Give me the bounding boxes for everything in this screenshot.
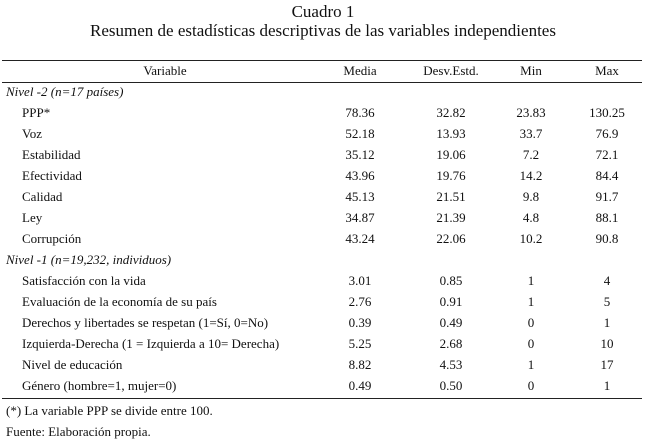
cell-variable: Nivel de educación [22, 357, 123, 372]
cell-max: 72.1 [595, 147, 619, 162]
cell-min: 9.8 [522, 189, 540, 204]
cell-min: 1 [527, 273, 535, 288]
top-rule [2, 60, 642, 61]
cell-media: 78.36 [345, 105, 375, 120]
table-row: Efectividad 43.96 19.76 14.2 84.4 [0, 165, 646, 186]
cell-desv: 21.51 [436, 189, 466, 204]
cell-desv: 19.06 [436, 147, 466, 162]
footnote: (*) La variable PPP se divide entre 100. [6, 403, 213, 418]
cell-min: 0 [527, 315, 535, 330]
cell-min: 4.8 [522, 210, 540, 225]
cell-max: 76.9 [595, 126, 619, 141]
group-label-nivel-1: Nivel -1 (n=19,232, individuos) [6, 252, 172, 267]
cell-max: 5 [603, 294, 611, 309]
header-variable: Variable [143, 63, 187, 78]
cell-variable: Calidad [22, 189, 63, 204]
header-desv: Desv.Estd. [423, 63, 479, 78]
cell-media: 34.87 [345, 210, 375, 225]
header-min: Min [520, 63, 542, 78]
header-max: Max [595, 63, 619, 78]
table-row: Izquierda-Derecha (1 = Izquierda a 10= D… [0, 333, 646, 354]
cell-media: 43.96 [345, 168, 375, 183]
cell-min: 33.7 [519, 126, 543, 141]
cell-variable: Derechos y libertades se respetan (1=Sí,… [22, 315, 269, 330]
cell-media: 8.82 [348, 357, 372, 372]
cell-media: 2.76 [348, 294, 372, 309]
cell-variable: Estabilidad [22, 147, 81, 162]
table-header: Variable Media Desv.Estd. Min Max [0, 60, 646, 81]
table-row: Género (hombre=1, mujer=0) 0.49 0.50 0 1 [0, 375, 646, 396]
source-note: Fuente: Elaboración propia. [6, 424, 151, 439]
cell-variable: PPP* [22, 105, 51, 120]
cell-desv: 32.82 [436, 105, 466, 120]
cell-max: 130.25 [589, 105, 625, 120]
cell-media: 3.01 [348, 273, 372, 288]
cell-desv: 22.06 [436, 231, 466, 246]
cell-desv: 19.76 [436, 168, 466, 183]
cell-max: 10 [600, 336, 614, 351]
cell-desv: 13.93 [436, 126, 466, 141]
cell-media: 43.24 [345, 231, 375, 246]
header-rule [2, 82, 642, 83]
cell-variable: Izquierda-Derecha (1 = Izquierda a 10= D… [22, 336, 280, 351]
table-row: Estabilidad 35.12 19.06 7.2 72.1 [0, 144, 646, 165]
cell-desv: 0.91 [439, 294, 463, 309]
cell-variable: Evaluación de la economía de su país [22, 294, 217, 309]
table-row: Satisfacción con la vida 3.01 0.85 1 4 [0, 270, 646, 291]
cell-min: 1 [527, 294, 535, 309]
cell-min: 7.2 [522, 147, 540, 162]
cell-variable: Efectividad [22, 168, 82, 183]
cell-desv: 4.53 [439, 357, 463, 372]
cell-max: 84.4 [595, 168, 619, 183]
cell-desv: 2.68 [439, 336, 463, 351]
table-row: Evaluación de la economía de su país 2.7… [0, 291, 646, 312]
table-row: Derechos y libertades se respetan (1=Sí,… [0, 312, 646, 333]
table-number: Cuadro 1 [291, 2, 355, 21]
cell-media: 52.18 [345, 126, 375, 141]
cell-media: 5.25 [348, 336, 372, 351]
cell-desv: 0.49 [439, 315, 463, 330]
cell-max: 4 [603, 273, 611, 288]
table-title: Resumen de estadísticas descriptivas de … [90, 21, 556, 40]
cell-min: 1 [527, 357, 535, 372]
cell-media: 0.39 [348, 315, 372, 330]
cell-variable: Corrupción [22, 231, 82, 246]
cell-desv: 21.39 [436, 210, 466, 225]
cell-max: 91.7 [595, 189, 619, 204]
table-row: Nivel de educación 8.82 4.53 1 17 [0, 354, 646, 375]
cell-max: 90.8 [595, 231, 619, 246]
group-label-nivel-2: Nivel -2 (n=17 países) [6, 84, 124, 99]
cell-variable: Satisfacción con la vida [22, 273, 146, 288]
table-row: Ley 34.87 21.39 4.8 88.1 [0, 207, 646, 228]
cell-desv: 0.85 [439, 273, 463, 288]
cell-desv: 0.50 [439, 378, 463, 393]
cell-min: 0 [527, 378, 535, 393]
cell-variable: Ley [22, 210, 43, 225]
table-row: Calidad 45.13 21.51 9.8 91.7 [0, 186, 646, 207]
cell-variable: Género (hombre=1, mujer=0) [22, 378, 177, 393]
table-row: PPP* 78.36 32.82 23.83 130.25 [0, 102, 646, 123]
cell-min: 10.2 [519, 231, 543, 246]
cell-max: 88.1 [595, 210, 619, 225]
header-media: Media [343, 63, 377, 78]
cell-min: 14.2 [519, 168, 543, 183]
cell-max: 17 [600, 357, 614, 372]
table-row: Voz 52.18 13.93 33.7 76.9 [0, 123, 646, 144]
bottom-rule [2, 398, 642, 399]
cell-max: 1 [603, 378, 611, 393]
cell-media: 45.13 [345, 189, 375, 204]
cell-media: 0.49 [348, 378, 372, 393]
cell-variable: Voz [22, 126, 42, 141]
cell-max: 1 [603, 315, 611, 330]
cell-min: 23.83 [516, 105, 546, 120]
table-row: Corrupción 43.24 22.06 10.2 90.8 [0, 228, 646, 249]
cell-media: 35.12 [345, 147, 375, 162]
cell-min: 0 [527, 336, 535, 351]
